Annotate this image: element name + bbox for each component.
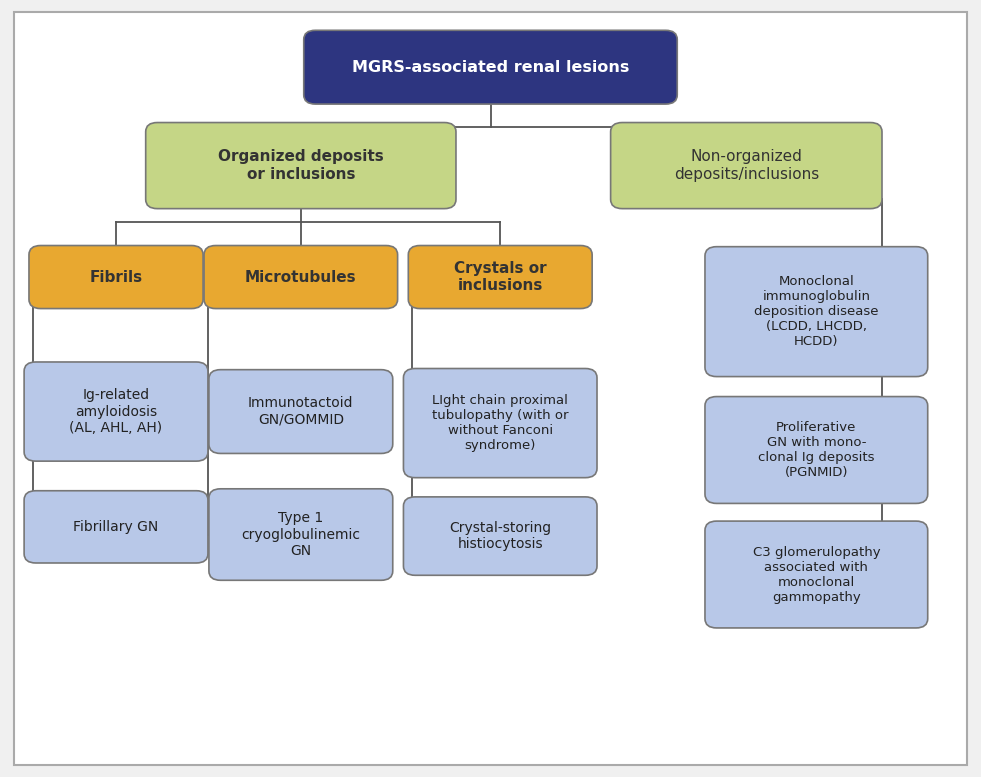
Text: Crystal-storing
histiocytosis: Crystal-storing histiocytosis	[449, 521, 551, 551]
Text: Proliferative
GN with mono-
clonal Ig deposits
(PGNMID): Proliferative GN with mono- clonal Ig de…	[758, 421, 875, 479]
FancyBboxPatch shape	[25, 362, 208, 461]
FancyBboxPatch shape	[209, 370, 392, 454]
Text: Ig-related
amyloidosis
(AL, AHL, AH): Ig-related amyloidosis (AL, AHL, AH)	[70, 388, 163, 435]
FancyBboxPatch shape	[408, 246, 593, 308]
FancyBboxPatch shape	[403, 368, 597, 478]
FancyBboxPatch shape	[14, 12, 967, 765]
Text: Crystals or
inclusions: Crystals or inclusions	[454, 261, 546, 293]
Text: MGRS-associated renal lesions: MGRS-associated renal lesions	[352, 60, 629, 75]
FancyBboxPatch shape	[403, 497, 597, 575]
Text: Non-organized
deposits/inclusions: Non-organized deposits/inclusions	[674, 149, 819, 182]
FancyBboxPatch shape	[610, 123, 882, 209]
Text: Monoclonal
immunoglobulin
deposition disease
(LCDD, LHCDD,
HCDD): Monoclonal immunoglobulin deposition dis…	[754, 275, 879, 348]
FancyBboxPatch shape	[705, 396, 928, 503]
Text: Fibrils: Fibrils	[89, 270, 142, 284]
FancyBboxPatch shape	[304, 30, 677, 104]
FancyBboxPatch shape	[705, 521, 928, 628]
FancyBboxPatch shape	[705, 246, 928, 377]
FancyBboxPatch shape	[209, 489, 392, 580]
FancyBboxPatch shape	[204, 246, 397, 308]
Text: Fibrillary GN: Fibrillary GN	[74, 520, 159, 534]
FancyBboxPatch shape	[29, 246, 203, 308]
Text: C3 glomerulopathy
associated with
monoclonal
gammopathy: C3 glomerulopathy associated with monocl…	[752, 545, 880, 604]
Text: Immunotactoid
GN/GOMMID: Immunotactoid GN/GOMMID	[248, 396, 353, 427]
Text: LIght chain proximal
tubulopathy (with or
without Fanconi
syndrome): LIght chain proximal tubulopathy (with o…	[432, 394, 568, 452]
FancyBboxPatch shape	[25, 491, 208, 563]
Text: Organized deposits
or inclusions: Organized deposits or inclusions	[218, 149, 384, 182]
Text: Microtubules: Microtubules	[245, 270, 357, 284]
Text: Type 1
cryoglobulinemic
GN: Type 1 cryoglobulinemic GN	[241, 511, 360, 558]
FancyBboxPatch shape	[146, 123, 456, 209]
